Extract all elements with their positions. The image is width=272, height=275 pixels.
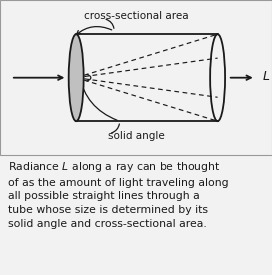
Text: solid angle: solid angle (108, 131, 164, 141)
Text: $\mathit{L}$: $\mathit{L}$ (262, 70, 271, 82)
Text: Radiance $L$ along a ray can be thought
of as the amount of light traveling alon: Radiance $L$ along a ray can be thought … (8, 160, 229, 229)
Ellipse shape (69, 34, 84, 121)
Text: cross-sectional area: cross-sectional area (84, 11, 188, 21)
